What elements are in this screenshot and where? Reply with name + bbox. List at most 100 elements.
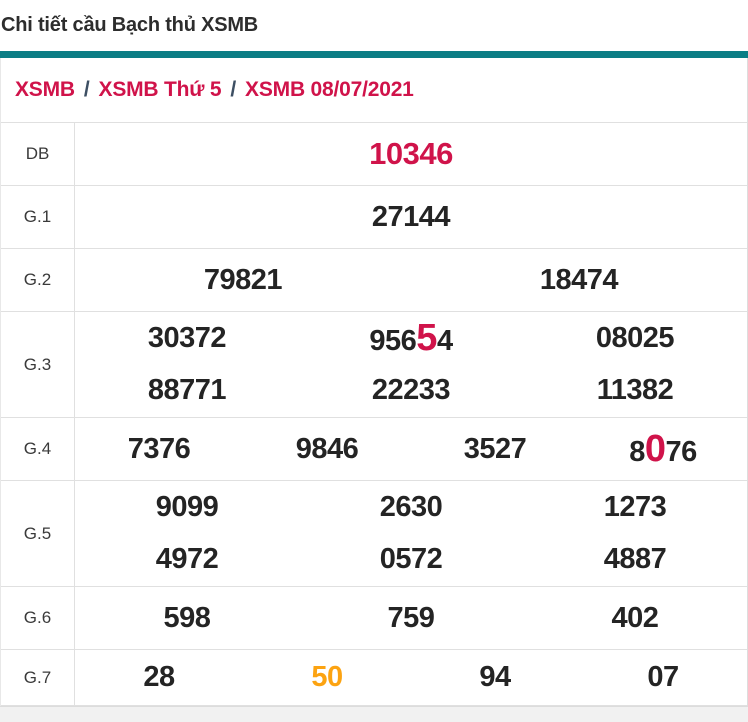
prize-label: G.1 <box>1 186 75 248</box>
prize-line: 27144 <box>75 186 747 248</box>
prize-line: 30372 95654 08025 <box>75 312 747 365</box>
prize-number: 7376 <box>75 432 243 465</box>
prize-line: 7376 9846 3527 8076 <box>75 418 747 480</box>
prize-values: 598 759 402 <box>75 587 747 649</box>
table-row: G.7 28 50 94 07 <box>1 649 747 706</box>
prize-number: 30372 <box>75 321 299 354</box>
table-row: G.5 9099 2630 1273 4972 0572 4887 <box>1 480 747 586</box>
digit-text: 3527 <box>463 432 527 465</box>
digit-text: 76 <box>665 436 698 468</box>
digit-text: 402 <box>611 601 659 634</box>
prize-values: 10346 <box>75 123 747 185</box>
digit-text: 30372 <box>147 321 227 354</box>
digit-text: 7376 <box>127 432 191 465</box>
prize-line: 79821 18474 <box>75 249 747 311</box>
prize-line: 28 50 94 07 <box>75 650 747 705</box>
accent-divider-bar <box>0 51 748 58</box>
prize-line: 88771 22233 11382 <box>75 365 747 418</box>
prize-number: 08025 <box>523 321 747 354</box>
table-row: G.6 598 759 402 <box>1 586 747 649</box>
page-header: Chi tiết cầu Bạch thủ XSMB <box>0 0 748 51</box>
prize-label: G.7 <box>1 650 75 705</box>
digit-text: 598 <box>163 601 211 634</box>
highlighted-digit: 50 <box>311 661 343 693</box>
prize-number: 95654 <box>299 319 523 357</box>
digit-text: 27144 <box>371 200 451 233</box>
prize-number: 598 <box>75 601 299 634</box>
digit-text: 4972 <box>155 543 219 576</box>
digit-text: 9846 <box>295 432 359 465</box>
table-row: G.4 7376 9846 3527 8076 <box>1 417 747 480</box>
prize-label: DB <box>1 123 75 185</box>
breadcrumb-separator: / <box>230 78 237 101</box>
highlighted-digit: 10346 <box>369 136 453 171</box>
digit-text: 4 <box>436 325 453 358</box>
digit-text: 11382 <box>596 374 674 407</box>
breadcrumb-item[interactable]: XSMB Thứ 5 <box>98 78 222 101</box>
digit-text: 759 <box>387 601 435 634</box>
prize-line: 4972 0572 4887 <box>75 534 747 587</box>
highlighted-digit: 5 <box>416 317 437 360</box>
digit-text: 79821 <box>203 263 283 296</box>
content-panel: XSMB / XSMB Thứ 5 / XSMB 08/07/2021 DB 10346 G… <box>0 58 748 706</box>
prize-number: 10346 <box>75 138 747 170</box>
prize-label: G.5 <box>1 481 75 586</box>
breadcrumb-item[interactable]: XSMB 08/07/2021 <box>245 78 414 101</box>
table-row: G.2 79821 18474 <box>1 248 747 311</box>
prize-number: 79821 <box>75 263 411 296</box>
prize-number: 94 <box>411 663 579 692</box>
digit-text: 4887 <box>603 543 667 576</box>
breadcrumb-item[interactable]: XSMB <box>15 78 75 101</box>
digit-text: 9099 <box>155 490 219 523</box>
prize-label: G.4 <box>1 418 75 480</box>
prize-number: 28 <box>75 663 243 692</box>
digit-text: 0572 <box>379 543 443 576</box>
prize-label: G.6 <box>1 587 75 649</box>
prize-line: 9099 2630 1273 <box>75 481 747 534</box>
table-row: DB 10346 <box>1 122 747 185</box>
digit-text: 88771 <box>147 374 227 407</box>
highlighted-digit: 0 <box>644 428 666 470</box>
prize-label: G.3 <box>1 312 75 417</box>
prize-number: 3527 <box>411 432 579 465</box>
prize-number: 50 <box>243 663 411 692</box>
digit-text: 8 <box>629 436 645 468</box>
digit-text: 18474 <box>539 263 619 296</box>
prize-number: 07 <box>579 663 747 692</box>
prize-number: 0572 <box>299 545 523 574</box>
digit-text: 07 <box>647 661 679 693</box>
digit-text: 22233 <box>371 374 451 407</box>
prize-table: DB 10346 G.1 27144 G.2 79821 18474 G.3 30372 9565… <box>1 122 747 706</box>
prize-number: 402 <box>523 601 747 634</box>
prize-number: 9846 <box>243 432 411 465</box>
prize-values: 27144 <box>75 186 747 248</box>
digit-text: 94 <box>479 661 511 693</box>
prize-number: 18474 <box>411 263 747 296</box>
prize-number: 759 <box>299 601 523 634</box>
prize-number: 22233 <box>299 376 523 405</box>
prize-number: 27144 <box>75 200 747 233</box>
prize-values: 7376 9846 3527 8076 <box>75 418 747 480</box>
digit-text: 28 <box>143 661 175 693</box>
prize-number: 4887 <box>523 545 747 574</box>
bottom-strip <box>0 706 748 722</box>
digit-text: 2630 <box>379 490 443 523</box>
prize-values: 30372 95654 08025 88771 22233 11382 <box>75 312 747 417</box>
digit-text: 08025 <box>595 321 675 354</box>
page-title: Chi tiết cầu Bạch thủ XSMB <box>1 14 259 36</box>
prize-number: 1273 <box>523 490 747 523</box>
prize-line: 598 759 402 <box>75 587 747 649</box>
table-row: G.3 30372 95654 08025 88771 22233 11382 <box>1 311 747 417</box>
prize-number: 88771 <box>75 376 299 405</box>
prize-number: 4972 <box>75 545 299 574</box>
digit-text: 956 <box>369 325 417 358</box>
prize-number: 8076 <box>579 430 747 468</box>
prize-label: G.2 <box>1 249 75 311</box>
breadcrumb: XSMB / XSMB Thứ 5 / XSMB 08/07/2021 <box>1 58 747 122</box>
prize-number: 2630 <box>299 490 523 523</box>
prize-line: 10346 <box>75 123 747 185</box>
digit-text: 1273 <box>603 490 667 523</box>
prize-values: 9099 2630 1273 4972 0572 4887 <box>75 481 747 586</box>
prize-number: 11382 <box>523 376 747 405</box>
